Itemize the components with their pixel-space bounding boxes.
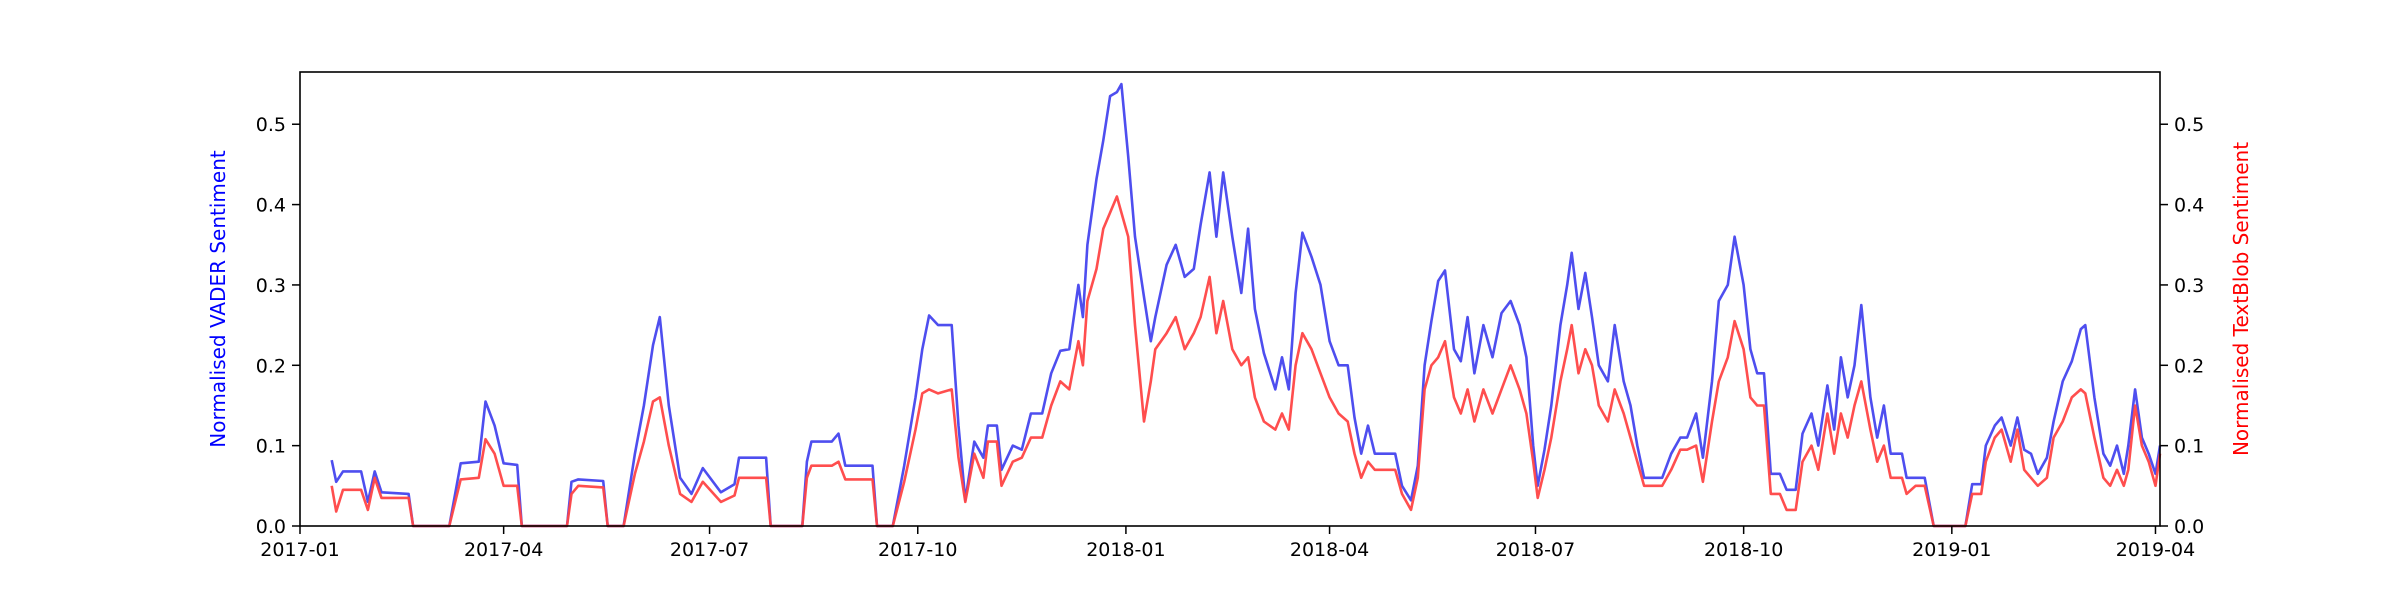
left-y-axis: 0.0 0.1 0.2 0.3 0.4 0.5 — [256, 114, 300, 538]
x-tick-label: 2017-07 — [670, 539, 749, 561]
x-tick-label: 2018-07 — [1496, 539, 1575, 561]
x-tick-label: 2017-10 — [878, 539, 957, 561]
left-y-tick-label: 0.2 — [256, 355, 286, 377]
left-y-tick-label: 0.4 — [256, 195, 286, 217]
right-y-tick-label: 0.0 — [2174, 516, 2204, 538]
left-y-tick-label: 0.1 — [256, 436, 286, 458]
x-tick-label: 2018-04 — [1290, 539, 1369, 561]
plot-area — [300, 72, 2160, 526]
x-tick-label: 2019-01 — [1912, 539, 1991, 561]
right-y-tick-label: 0.2 — [2174, 355, 2204, 377]
x-tick-label: 2017-04 — [464, 539, 543, 561]
right-y-tick-label: 0.1 — [2174, 436, 2204, 458]
x-tick-label: 2018-10 — [1704, 539, 1783, 561]
plot-frame — [299, 71, 2161, 527]
x-tick-label: 2018-01 — [1086, 539, 1165, 561]
series-vader-line — [330, 82, 2162, 528]
left-y-tick-label: 0.3 — [256, 275, 286, 297]
right-y-axis-label: Normalised TextBlob Sentiment — [2229, 142, 2253, 456]
x-tick-label: 2019-04 — [2116, 539, 2195, 561]
x-axis: 2017-01 2017-04 2017-07 2017-10 2018-01 2018-… — [260, 526, 2195, 561]
left-y-axis-label: Normalised VADER Sentiment — [206, 150, 230, 448]
right-y-axis: 0.0 0.1 0.2 0.3 0.4 0.5 — [2160, 114, 2204, 538]
x-tick-label: 2017-01 — [260, 539, 339, 561]
right-y-tick-label: 0.5 — [2174, 114, 2204, 136]
series-layer — [330, 82, 2162, 528]
series-textblob-line — [330, 195, 2162, 528]
right-y-tick-label: 0.3 — [2174, 275, 2204, 297]
left-y-tick-label: 0.0 — [256, 516, 286, 538]
right-y-tick-label: 0.4 — [2174, 195, 2204, 217]
left-y-tick-label: 0.5 — [256, 114, 286, 136]
